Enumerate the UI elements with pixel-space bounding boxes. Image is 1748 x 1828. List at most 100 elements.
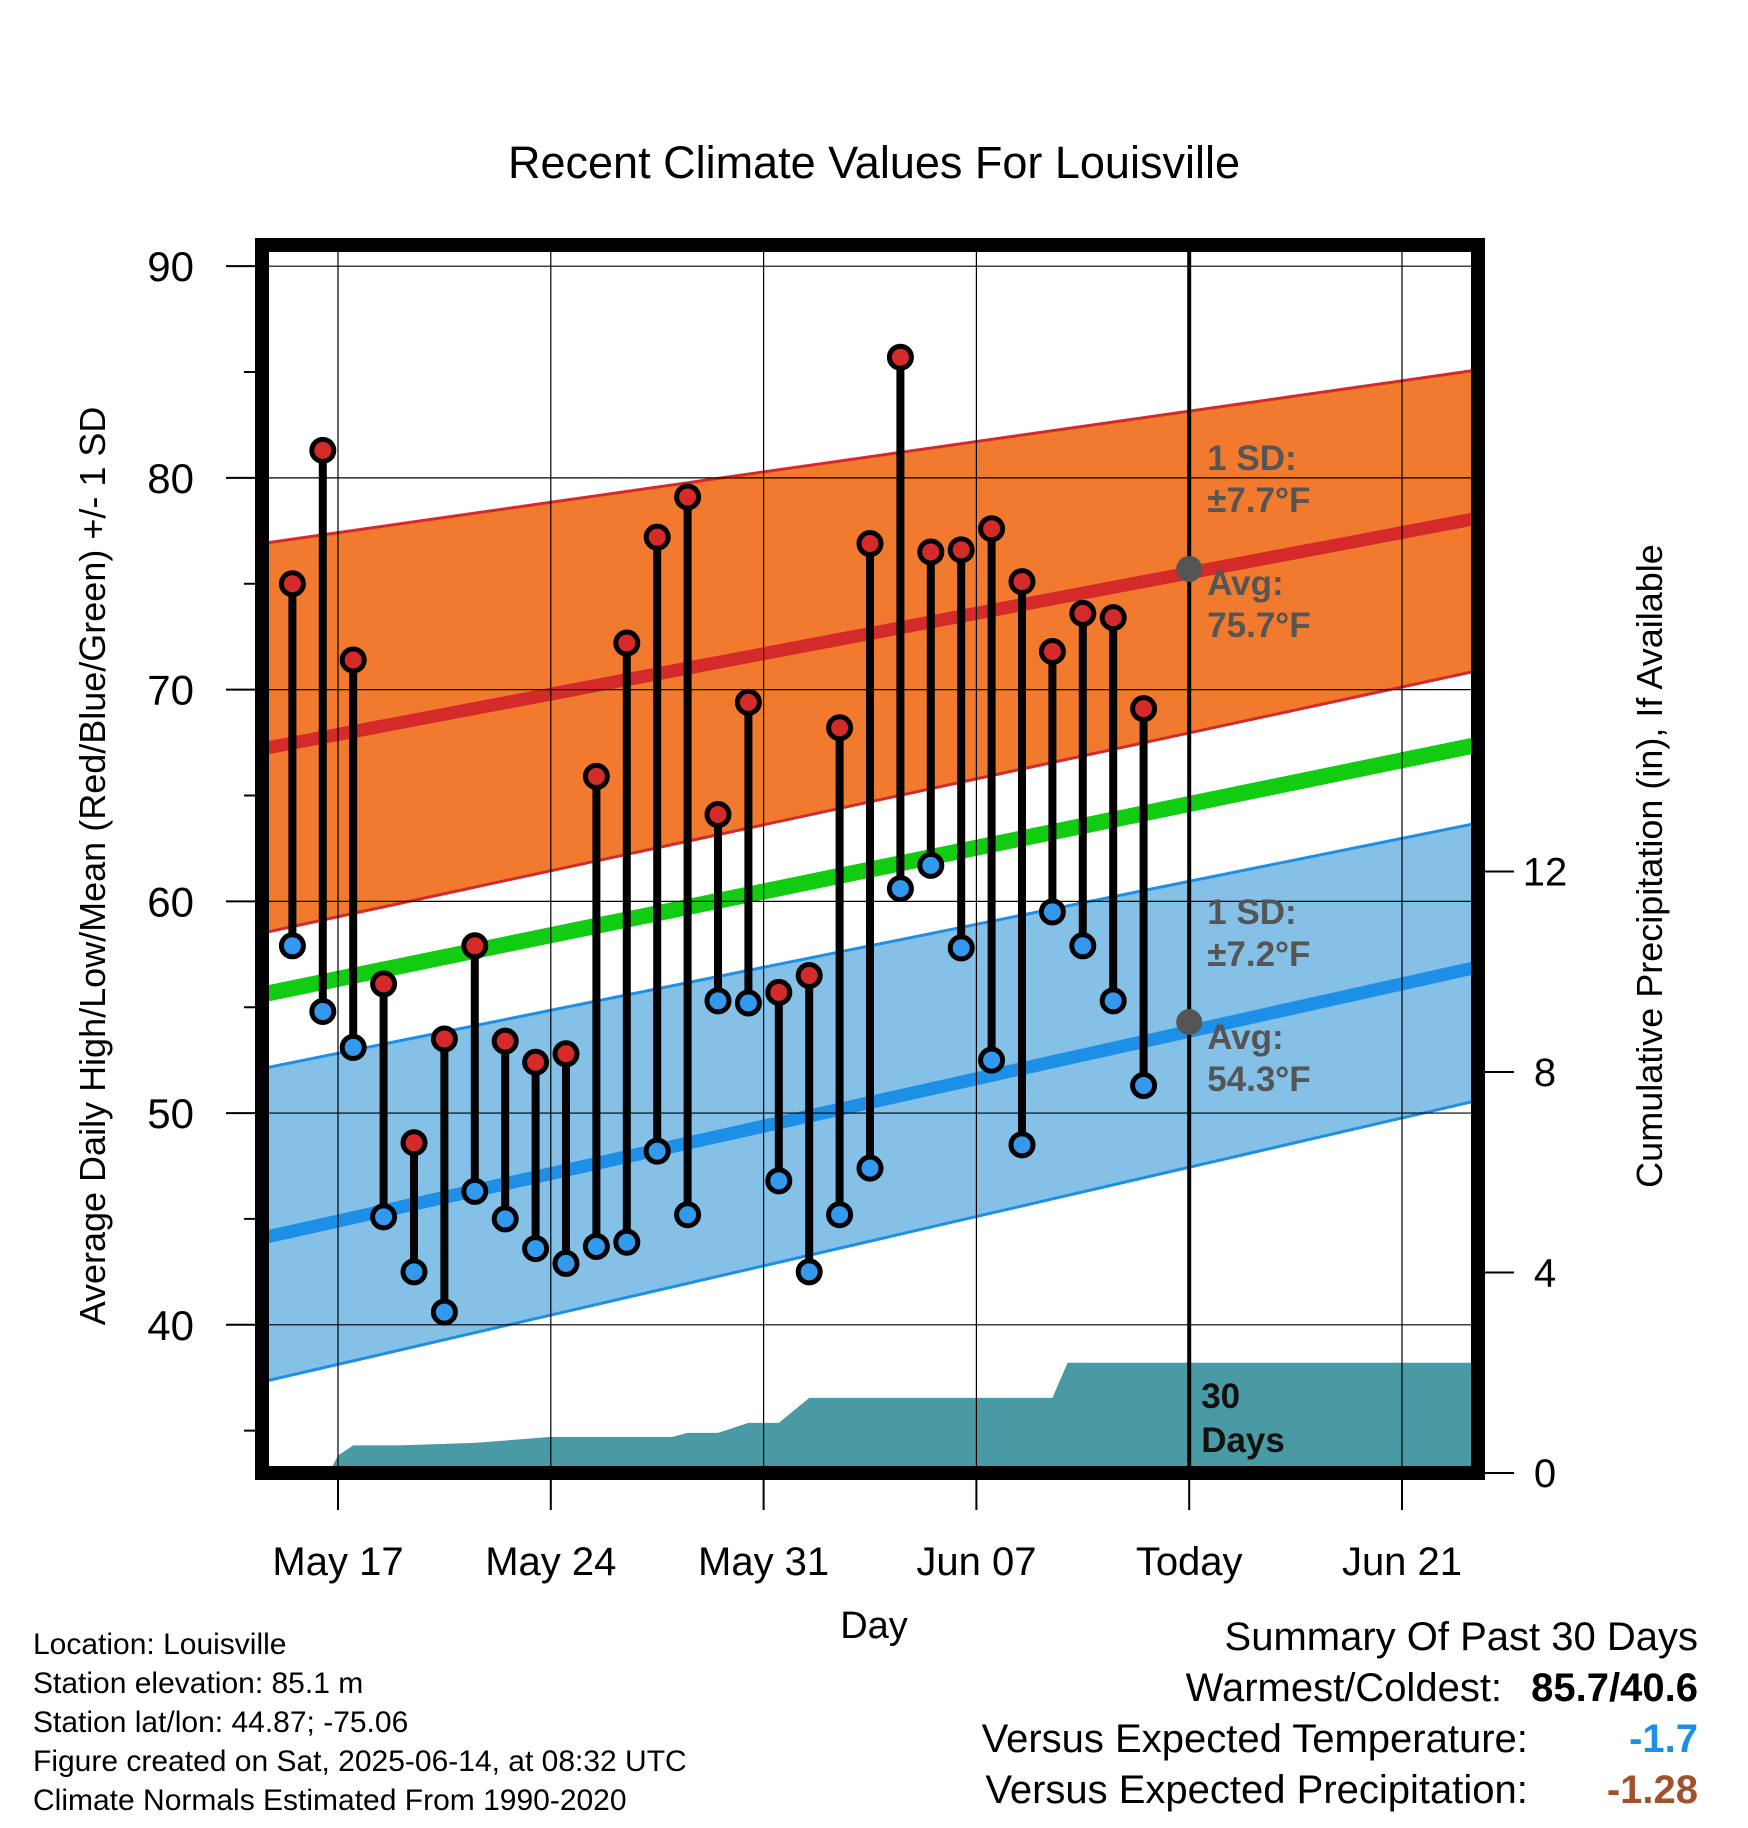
elevation-text: Station elevation: 85.1 m <box>33 1667 364 1700</box>
low-point <box>674 1201 702 1229</box>
low-point <box>339 1033 367 1061</box>
high-point <box>704 801 732 829</box>
low-point <box>1038 898 1066 926</box>
temp-value: -1.7 <box>1629 1717 1698 1761</box>
high-point <box>1069 599 1097 627</box>
today-low-avg-marker <box>1176 1009 1203 1036</box>
high-point <box>674 483 702 511</box>
high-point <box>400 1129 428 1157</box>
high-avg-label: Avg: <box>1207 564 1283 603</box>
x-tick-label: May 17 <box>272 1540 403 1584</box>
high-point <box>430 1025 458 1053</box>
high-point <box>582 762 610 790</box>
high-point <box>1008 568 1036 596</box>
summary-warm-cold: Warmest/Coldest: 85.7/40.6 <box>982 1663 1698 1714</box>
low-point <box>856 1154 884 1182</box>
low-point <box>704 987 732 1015</box>
warm-cold-label: Warmest/Coldest: <box>1185 1666 1503 1710</box>
high-point <box>765 978 793 1006</box>
low-point <box>278 932 306 960</box>
high-point <box>1099 604 1127 632</box>
low-point <box>1069 932 1097 960</box>
temp-label: Versus Expected Temperature: <box>981 1717 1528 1761</box>
chart-title: Recent Climate Values For Louisville <box>508 137 1240 188</box>
high-point <box>309 436 337 464</box>
x-axis-label: Day <box>840 1605 908 1647</box>
high-point <box>947 536 975 564</box>
summary-precip: Versus Expected Precipitation: -1.28 <box>982 1765 1698 1816</box>
warm-cold-value: 85.7/40.6 <box>1531 1666 1698 1710</box>
latlon-text: Station lat/lon: 44.87; -75.06 <box>33 1706 409 1739</box>
precip-value: -1.28 <box>1606 1768 1698 1812</box>
precip-label: Versus Expected Precipitation: <box>985 1768 1528 1812</box>
x-tick-label: May 31 <box>698 1540 829 1584</box>
y-tick-label-left: 40 <box>147 1302 194 1349</box>
high-point <box>278 570 306 598</box>
low-point <box>765 1167 793 1195</box>
station-info: Location: Louisville Station elevation: … <box>33 1625 687 1820</box>
precip-area <box>262 1362 1478 1473</box>
high-point <box>552 1040 580 1068</box>
y-tick-label-left: 60 <box>147 878 194 925</box>
high-sd-label: 1 SD: <box>1207 439 1296 478</box>
low-point <box>947 934 975 962</box>
summary-title: Summary Of Past 30 Days <box>1224 1615 1698 1659</box>
low-sd-value: ±7.2°F <box>1207 935 1310 974</box>
low-point <box>522 1235 550 1263</box>
high-point <box>339 646 367 674</box>
low-avg-value: 54.3°F <box>1207 1060 1311 1099</box>
high-point <box>491 1027 519 1055</box>
high-point <box>1038 638 1066 666</box>
high-point <box>826 714 854 742</box>
y-axis-right-label: Cumulative Precipitation (in), If Availa… <box>1629 544 1670 1188</box>
low-point <box>430 1298 458 1326</box>
y-tick-label-left: 90 <box>147 243 194 290</box>
low-point <box>643 1137 671 1165</box>
low-point <box>1130 1072 1158 1100</box>
low-point <box>1099 987 1127 1015</box>
y-axis-left-label: Average Daily High/Low/Mean (Red/Blue/Gr… <box>72 407 113 1326</box>
y-tick-label-left: 50 <box>147 1090 194 1137</box>
low-point <box>552 1249 580 1277</box>
x-tick-label: Jun 07 <box>916 1540 1036 1584</box>
low-point <box>400 1258 428 1286</box>
low-point <box>734 989 762 1017</box>
low-point <box>886 875 914 903</box>
y-tick-label-right: 8 <box>1534 1051 1556 1095</box>
low-point <box>917 851 945 879</box>
high-point <box>370 970 398 998</box>
high-point <box>978 515 1006 543</box>
plot-frame <box>255 238 1485 1480</box>
low-sd-lower-line <box>262 1098 1478 1384</box>
low-point <box>795 1258 823 1286</box>
low-sd-label: 1 SD: <box>1207 893 1296 932</box>
high-point <box>613 629 641 657</box>
y-tick-label-right: 4 <box>1534 1252 1556 1296</box>
y-tick-label-left: 80 <box>147 455 194 502</box>
low-point <box>978 1046 1006 1074</box>
high-point <box>643 523 671 551</box>
x-tick-label: Today <box>1136 1540 1243 1584</box>
high-point <box>917 538 945 566</box>
low-point <box>1008 1131 1036 1159</box>
high-point <box>795 961 823 989</box>
low-point <box>309 997 337 1025</box>
location-text: Location: Louisville <box>33 1628 287 1661</box>
normals-text: Climate Normals Estimated From 1990-2020 <box>33 1784 627 1817</box>
high-sd-upper-line <box>262 368 1478 546</box>
x-tick-label: Jun 21 <box>1342 1540 1462 1584</box>
low-point <box>826 1201 854 1229</box>
high-sd-value: ±7.7°F <box>1207 481 1310 520</box>
high-point <box>734 688 762 716</box>
high-point <box>856 530 884 558</box>
low-point <box>613 1228 641 1256</box>
high-point <box>461 932 489 960</box>
low-point <box>370 1203 398 1231</box>
summary-temp: Versus Expected Temperature: -1.7 <box>982 1714 1698 1765</box>
y-tick-label-left: 70 <box>147 667 194 714</box>
high-point <box>522 1048 550 1076</box>
today-high-avg-marker <box>1176 555 1203 582</box>
low-point <box>491 1205 519 1233</box>
